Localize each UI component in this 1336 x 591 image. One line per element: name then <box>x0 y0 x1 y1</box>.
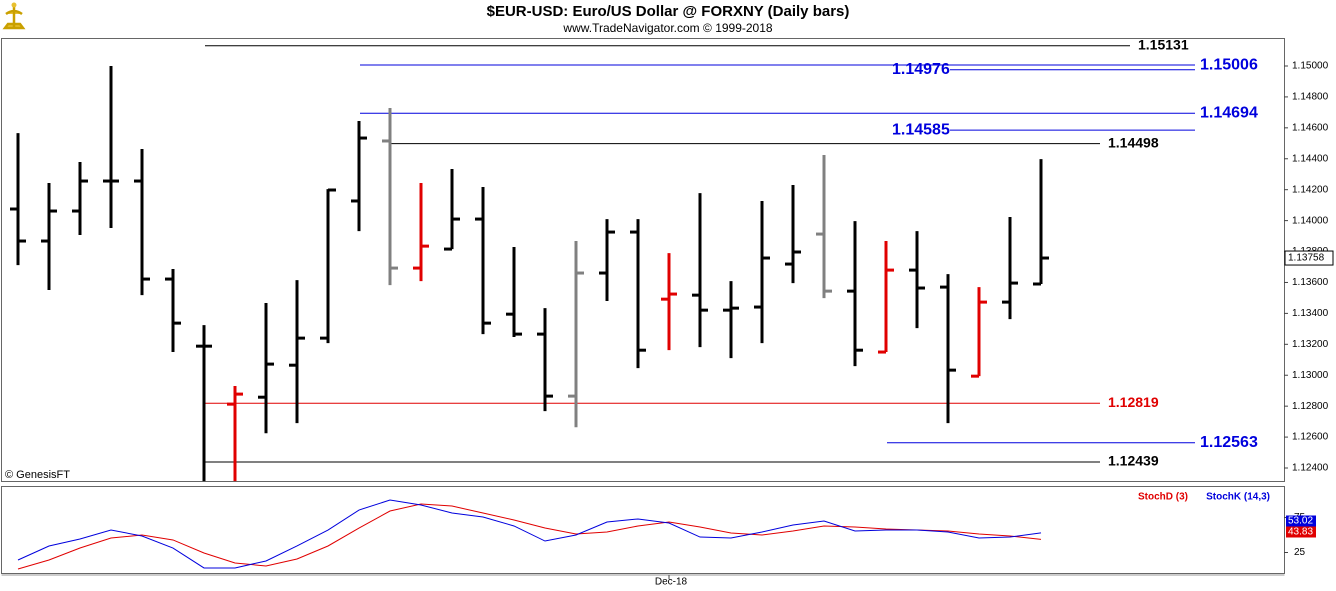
price-level-label: 1.14976 <box>892 61 950 78</box>
chart-title: $EUR-USD: Euro/US Dollar @ FORXNY (Daily… <box>487 3 850 20</box>
price-level-label: 1.12819 <box>1108 394 1159 410</box>
current-price-box <box>1284 250 1334 266</box>
x-tick-label: Dec-18 <box>655 577 688 588</box>
chart-subtitle: www.TradeNavigator.com © 1999-2018 <box>562 21 772 35</box>
indicator-panel <box>1 486 1285 574</box>
y-tick-label: 1.13000 <box>1292 370 1329 381</box>
logo <box>2 2 26 30</box>
stoch-line <box>17 499 1042 569</box>
y-tick-label: 1.14600 <box>1292 122 1329 133</box>
value-box <box>1286 526 1316 538</box>
price-level-label: 1.12439 <box>1108 453 1159 469</box>
legend-entry: StochD (3) <box>1138 492 1188 503</box>
price-level-label: 1.14585 <box>892 121 950 138</box>
y-tick-label: 1.14000 <box>1292 215 1329 226</box>
price-level-label: 1.15006 <box>1200 56 1258 73</box>
legend-entry: StochK (14,3) <box>1206 492 1270 503</box>
y-tick-label: 1.12600 <box>1292 432 1329 443</box>
y-tick-label: 1.12400 <box>1292 463 1329 474</box>
price-level-label: 1.14498 <box>1108 134 1159 150</box>
current-price-label: 1.13758 <box>1288 253 1325 264</box>
y-tick-label: 1.13200 <box>1292 339 1329 350</box>
y-tick-label: 1.14800 <box>1292 92 1329 103</box>
value-label: 43.83 <box>1288 527 1313 538</box>
stoch-line <box>17 503 1042 570</box>
price-level-label: 1.14694 <box>1200 105 1258 122</box>
source-note: © GenesisFT <box>5 469 70 481</box>
y-tick-label: 1.14400 <box>1292 153 1329 164</box>
price-level-label: 1.15131 <box>1138 36 1189 52</box>
y-tick-label: 1.14200 <box>1292 184 1329 195</box>
y2-tick-label: 25 <box>1294 547 1306 558</box>
y-tick-label: 1.13600 <box>1292 277 1329 288</box>
value-box <box>1286 515 1316 527</box>
y-tick-label: 1.13400 <box>1292 308 1329 319</box>
y-tick-label: 1.15000 <box>1292 61 1329 72</box>
y-tick-label: 1.12800 <box>1292 401 1329 412</box>
value-label: 53.02 <box>1288 516 1313 527</box>
price-level-label: 1.12563 <box>1200 434 1258 451</box>
